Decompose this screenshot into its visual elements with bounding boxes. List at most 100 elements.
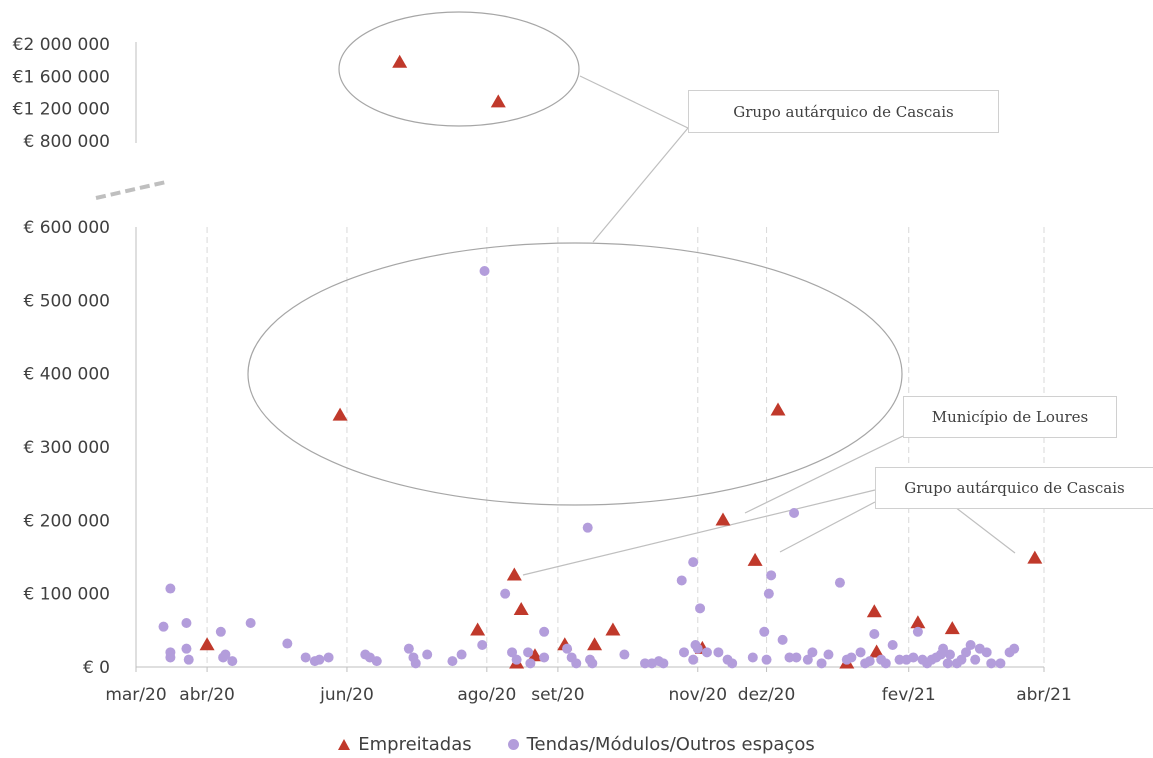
tenda-point [640,658,651,669]
leader-line [954,506,1016,554]
tenda-point [688,654,699,665]
x-tick-label: dez/20 [738,685,796,705]
ellipse-upper [338,11,580,127]
tenda-point [880,658,891,669]
callout-cascais-top: Grupo autárquico de Cascais [688,90,999,133]
callout-cascais-top-text: Grupo autárquico de Cascais [733,102,954,121]
y-tick-label: € 100 000 [23,585,110,605]
tenda-point [282,638,293,649]
tenda-point [823,649,834,660]
tenda-point [314,654,325,665]
triangle-marker-icon [338,739,351,750]
tenda-point [855,647,866,658]
y-tick-label: €1 600 000 [13,67,110,87]
tenda-point [582,522,593,533]
empreitada-point [910,615,926,629]
tenda-point [908,652,919,663]
tenda-point [834,577,845,588]
data-points [158,54,1043,669]
x-tick-label: mar/20 [105,685,166,705]
empreitada-point [392,54,408,68]
y-tick-label: € 400 000 [23,365,110,385]
legend-label-empreitadas: Empreitadas [358,734,472,755]
y-tick-label: € 200 000 [23,511,110,531]
empreitada-point [605,622,621,636]
axes [95,42,1045,672]
tenda-point [956,654,967,665]
tenda-point [523,647,534,658]
tenda-point [323,652,334,663]
tenda-point [784,652,795,663]
tenda-point [701,647,712,658]
x-tick-label: nov/20 [668,685,727,705]
callout-cascais-bottom-text: Grupo autárquico de Cascais [904,479,1125,497]
tenda-point [371,656,382,667]
tenda-point [410,658,421,669]
empreitada-point [1027,550,1043,564]
empreitada-point [944,621,960,635]
chart-legend: Empreitadas Tendas/Módulos/Outros espaço… [0,734,1153,755]
tenda-point [619,649,630,660]
tenda-point [759,626,770,637]
legend-item-tendas: Tendas/Módulos/Outros espaços [507,734,815,755]
tenda-point [802,654,813,665]
empreitada-point [869,644,885,658]
tenda-point [995,658,1006,669]
tenda-point [692,643,703,654]
ellipse-lower [247,242,903,506]
x-tick-label: jun/20 [319,685,374,705]
tenda-point [587,658,598,669]
tenda-point [1009,643,1020,654]
tenda-point [676,575,687,586]
y-tick-label: €2 000 000 [13,35,110,55]
empreitada-point [715,512,731,526]
tenda-point [961,647,972,658]
highlight-ellipses [247,11,903,506]
y-tick-label: € 500 000 [23,291,110,311]
tenda-point [571,658,582,669]
tenda-point [447,656,458,667]
tenda-point [220,649,231,660]
tenda-point [479,266,490,276]
y-tick-label: € 800 000 [23,132,110,152]
tenda-point [403,643,414,654]
tenda-point [981,647,992,658]
y-tick-label: € 600 000 [23,218,110,238]
x-axis-tick-labels: mar/20 abr/20 jun/20 ago/20 set/20 nov/20 dez/… [105,685,1071,705]
tenda-point [761,654,772,665]
tenda-point [713,647,724,658]
tenda-point [183,654,194,665]
tenda-point [658,658,669,669]
tenda-point [942,658,953,669]
y-tick-label: € 300 000 [23,438,110,458]
tenda-point [970,654,981,665]
tenda-point [791,652,802,663]
tenda-point [165,652,176,663]
empreitada-point [332,407,348,421]
tenda-point [181,618,192,628]
leader-line [592,127,689,243]
tenda-point [912,626,923,637]
callout-leader-lines [522,75,1016,576]
tenda-point [965,640,976,650]
tenda-point [562,643,573,654]
tenda-point [846,652,857,663]
tenda-point [695,603,706,614]
tenda-point [986,658,997,669]
legend-item-empreitadas: Empreitadas [338,734,472,755]
empreitada-point [490,94,506,108]
x-tick-label: fev/21 [882,685,936,705]
tenda-point [864,656,875,667]
tenda-point [477,640,488,650]
y-axis-tick-labels: € 0 € 100 000 € 200 000 € 300 000 € 400 000 €… [13,35,110,678]
tenda-point [300,652,311,663]
tenda-point [215,626,226,637]
leader-line [522,489,876,576]
tenda-point [816,658,827,669]
axis-break-mark [95,180,167,200]
empreitada-point [747,552,763,566]
x-tick-label: abr/21 [1016,685,1072,705]
y-tick-label: €1 200 000 [13,100,110,120]
tenda-point [807,647,818,658]
leader-line [579,75,689,129]
